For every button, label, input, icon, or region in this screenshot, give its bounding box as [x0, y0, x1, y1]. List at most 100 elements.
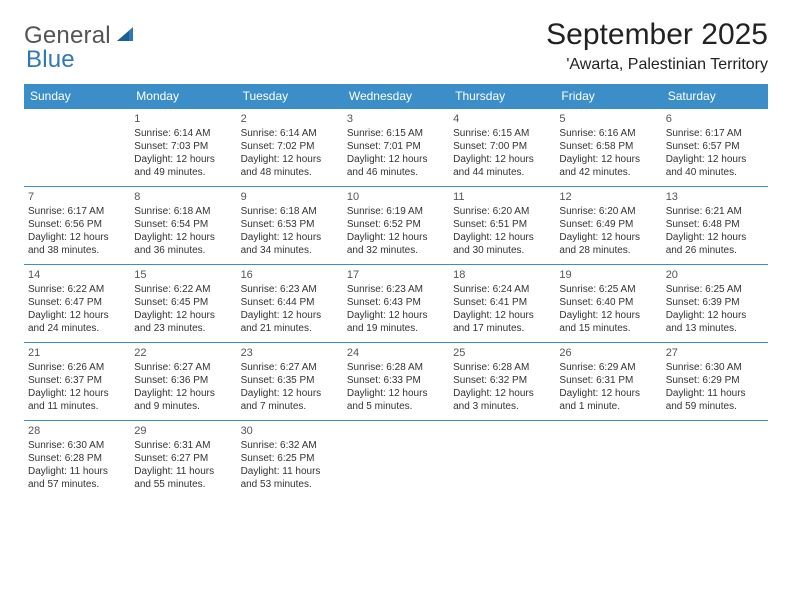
sunrise-text: Sunrise: 6:16 AM	[559, 127, 657, 140]
calendar-row: 7Sunrise: 6:17 AMSunset: 6:56 PMDaylight…	[24, 187, 768, 265]
calendar-row: 1Sunrise: 6:14 AMSunset: 7:03 PMDaylight…	[24, 109, 768, 187]
day-number: 1	[134, 112, 232, 126]
sunset-text: Sunset: 6:36 PM	[134, 374, 232, 387]
calendar-cell: 7Sunrise: 6:17 AMSunset: 6:56 PMDaylight…	[24, 187, 130, 265]
dayhead-tue: Tuesday	[237, 84, 343, 109]
sunrise-text: Sunrise: 6:22 AM	[134, 283, 232, 296]
sunset-text: Sunset: 6:52 PM	[347, 218, 445, 231]
day-number: 4	[453, 112, 551, 126]
daylight-text: Daylight: 12 hours and 26 minutes.	[666, 231, 764, 257]
dayhead-wed: Wednesday	[343, 84, 449, 109]
logo-word2-wrap: Blue	[26, 46, 75, 74]
sunrise-text: Sunrise: 6:30 AM	[666, 361, 764, 374]
daylight-text: Daylight: 11 hours and 59 minutes.	[666, 387, 764, 413]
calendar-cell: 2Sunrise: 6:14 AMSunset: 7:02 PMDaylight…	[237, 109, 343, 187]
day-number: 6	[666, 112, 764, 126]
daylight-text: Daylight: 12 hours and 9 minutes.	[134, 387, 232, 413]
calendar-cell: 24Sunrise: 6:28 AMSunset: 6:33 PMDayligh…	[343, 343, 449, 421]
calendar-cell: 15Sunrise: 6:22 AMSunset: 6:45 PMDayligh…	[130, 265, 236, 343]
calendar-cell: 4Sunrise: 6:15 AMSunset: 7:00 PMDaylight…	[449, 109, 555, 187]
day-number: 11	[453, 190, 551, 204]
calendar-cell	[662, 421, 768, 499]
day-number: 28	[28, 424, 126, 438]
calendar-cell	[24, 109, 130, 187]
sunset-text: Sunset: 7:00 PM	[453, 140, 551, 153]
sunset-text: Sunset: 6:29 PM	[666, 374, 764, 387]
calendar-cell: 14Sunrise: 6:22 AMSunset: 6:47 PMDayligh…	[24, 265, 130, 343]
calendar-cell	[555, 421, 661, 499]
sunset-text: Sunset: 6:44 PM	[241, 296, 339, 309]
sunset-text: Sunset: 7:02 PM	[241, 140, 339, 153]
sunset-text: Sunset: 6:39 PM	[666, 296, 764, 309]
sunrise-text: Sunrise: 6:17 AM	[666, 127, 764, 140]
calendar-cell: 6Sunrise: 6:17 AMSunset: 6:57 PMDaylight…	[662, 109, 768, 187]
sunset-text: Sunset: 6:58 PM	[559, 140, 657, 153]
sunrise-text: Sunrise: 6:30 AM	[28, 439, 126, 452]
sunrise-text: Sunrise: 6:18 AM	[241, 205, 339, 218]
sunset-text: Sunset: 6:25 PM	[241, 452, 339, 465]
title-block: September 2025 'Awarta, Palestinian Terr…	[546, 18, 768, 74]
sunset-text: Sunset: 6:56 PM	[28, 218, 126, 231]
sunset-text: Sunset: 6:43 PM	[347, 296, 445, 309]
calendar-cell: 10Sunrise: 6:19 AMSunset: 6:52 PMDayligh…	[343, 187, 449, 265]
daylight-text: Daylight: 12 hours and 38 minutes.	[28, 231, 126, 257]
sunset-text: Sunset: 6:32 PM	[453, 374, 551, 387]
day-header-row: Sunday Monday Tuesday Wednesday Thursday…	[24, 84, 768, 109]
calendar-cell: 5Sunrise: 6:16 AMSunset: 6:58 PMDaylight…	[555, 109, 661, 187]
sunrise-text: Sunrise: 6:20 AM	[453, 205, 551, 218]
page-header: General September 2025 'Awarta, Palestin…	[24, 18, 768, 74]
sunrise-text: Sunrise: 6:18 AM	[134, 205, 232, 218]
sunrise-text: Sunrise: 6:17 AM	[28, 205, 126, 218]
day-number: 16	[241, 268, 339, 282]
sunset-text: Sunset: 6:41 PM	[453, 296, 551, 309]
sunset-text: Sunset: 6:35 PM	[241, 374, 339, 387]
sunrise-text: Sunrise: 6:24 AM	[453, 283, 551, 296]
sunrise-text: Sunrise: 6:20 AM	[559, 205, 657, 218]
daylight-text: Daylight: 12 hours and 40 minutes.	[666, 153, 764, 179]
sunset-text: Sunset: 6:53 PM	[241, 218, 339, 231]
daylight-text: Daylight: 12 hours and 5 minutes.	[347, 387, 445, 413]
sunrise-text: Sunrise: 6:27 AM	[241, 361, 339, 374]
day-number: 20	[666, 268, 764, 282]
daylight-text: Daylight: 12 hours and 19 minutes.	[347, 309, 445, 335]
calendar-cell: 3Sunrise: 6:15 AMSunset: 7:01 PMDaylight…	[343, 109, 449, 187]
daylight-text: Daylight: 12 hours and 48 minutes.	[241, 153, 339, 179]
month-title: September 2025	[546, 18, 768, 52]
dayhead-sun: Sunday	[24, 84, 130, 109]
daylight-text: Daylight: 12 hours and 32 minutes.	[347, 231, 445, 257]
day-number: 5	[559, 112, 657, 126]
dayhead-fri: Friday	[555, 84, 661, 109]
calendar-cell: 23Sunrise: 6:27 AMSunset: 6:35 PMDayligh…	[237, 343, 343, 421]
sunset-text: Sunset: 6:31 PM	[559, 374, 657, 387]
daylight-text: Daylight: 12 hours and 17 minutes.	[453, 309, 551, 335]
day-number: 22	[134, 346, 232, 360]
sunset-text: Sunset: 6:54 PM	[134, 218, 232, 231]
sunset-text: Sunset: 6:40 PM	[559, 296, 657, 309]
daylight-text: Daylight: 12 hours and 13 minutes.	[666, 309, 764, 335]
sunset-text: Sunset: 7:03 PM	[134, 140, 232, 153]
calendar-cell: 19Sunrise: 6:25 AMSunset: 6:40 PMDayligh…	[555, 265, 661, 343]
sunset-text: Sunset: 6:28 PM	[28, 452, 126, 465]
calendar-cell: 17Sunrise: 6:23 AMSunset: 6:43 PMDayligh…	[343, 265, 449, 343]
calendar-head: Sunday Monday Tuesday Wednesday Thursday…	[24, 84, 768, 109]
dayhead-sat: Saturday	[662, 84, 768, 109]
calendar-body: 1Sunrise: 6:14 AMSunset: 7:03 PMDaylight…	[24, 109, 768, 499]
sunrise-text: Sunrise: 6:23 AM	[241, 283, 339, 296]
sunrise-text: Sunrise: 6:28 AM	[347, 361, 445, 374]
day-number: 23	[241, 346, 339, 360]
daylight-text: Daylight: 12 hours and 42 minutes.	[559, 153, 657, 179]
calendar-cell: 30Sunrise: 6:32 AMSunset: 6:25 PMDayligh…	[237, 421, 343, 499]
sunset-text: Sunset: 6:37 PM	[28, 374, 126, 387]
sunrise-text: Sunrise: 6:25 AM	[666, 283, 764, 296]
daylight-text: Daylight: 12 hours and 11 minutes.	[28, 387, 126, 413]
sunset-text: Sunset: 6:33 PM	[347, 374, 445, 387]
logo-sail-icon	[115, 25, 135, 48]
calendar-cell: 18Sunrise: 6:24 AMSunset: 6:41 PMDayligh…	[449, 265, 555, 343]
day-number: 25	[453, 346, 551, 360]
calendar-cell: 28Sunrise: 6:30 AMSunset: 6:28 PMDayligh…	[24, 421, 130, 499]
calendar-cell: 12Sunrise: 6:20 AMSunset: 6:49 PMDayligh…	[555, 187, 661, 265]
sunset-text: Sunset: 6:49 PM	[559, 218, 657, 231]
calendar-cell: 16Sunrise: 6:23 AMSunset: 6:44 PMDayligh…	[237, 265, 343, 343]
day-number: 26	[559, 346, 657, 360]
calendar-table: Sunday Monday Tuesday Wednesday Thursday…	[24, 84, 768, 499]
